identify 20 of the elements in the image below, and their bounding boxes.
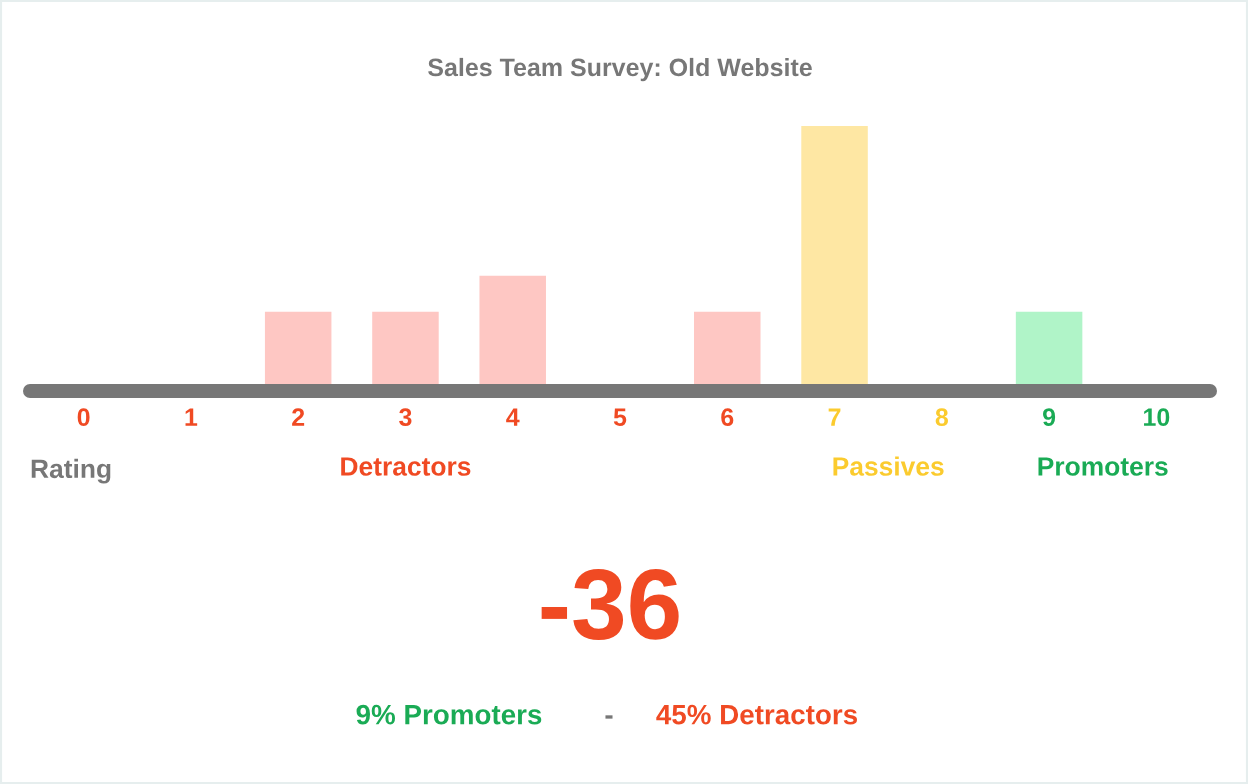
text: -36 xyxy=(541,569,679,640)
x-tick-label: 8 xyxy=(935,408,948,427)
x-tick-label: 10 xyxy=(1144,408,1170,427)
x-tick-label: 5 xyxy=(613,408,627,427)
x-tick-label: 2 xyxy=(292,408,305,426)
text: 9% Promoters xyxy=(356,704,542,725)
x-axis-title: Rating xyxy=(31,458,111,484)
x-tick-label: 4 xyxy=(506,408,520,426)
x-tick-label: 9 xyxy=(1043,408,1056,427)
text: Promoters xyxy=(1038,457,1168,476)
x-tick-label: 6 xyxy=(721,408,734,427)
text: - xyxy=(605,715,613,719)
x-tick-label: 3 xyxy=(399,408,412,427)
text: 45% Detractors xyxy=(656,704,857,725)
x-tick-label: 0 xyxy=(77,408,90,427)
x-tick-label: 1 xyxy=(185,408,198,426)
text: Detractors xyxy=(341,457,471,476)
x-tick-label: 7 xyxy=(828,408,841,426)
text: Passives xyxy=(833,456,944,476)
chart-title: Sales Team Survey: Old Website xyxy=(428,57,812,82)
